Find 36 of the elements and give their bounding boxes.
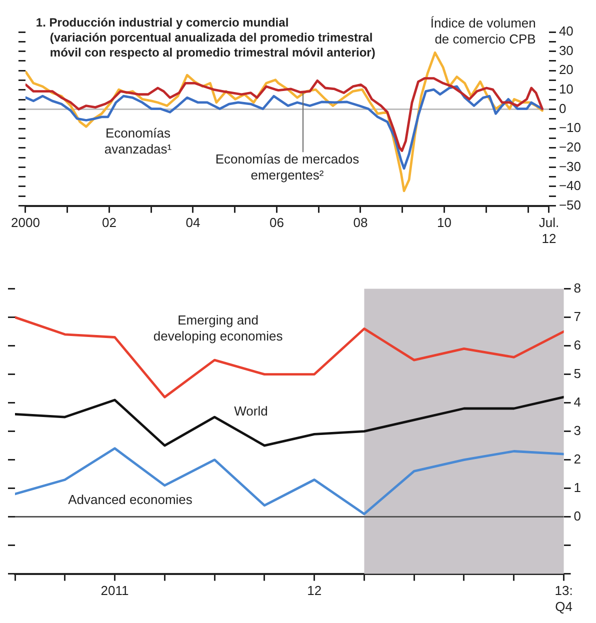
x-tick-label: 10 (437, 215, 452, 230)
text: Economías de mercados emergentes² (215, 152, 360, 183)
y-tick-label: −50 (558, 197, 582, 212)
series-label: Emerging and developing economies (153, 312, 284, 344)
x-tick-label: 2000 (11, 215, 40, 230)
y-tick-label: 10 (558, 82, 574, 97)
x-tick-label: 06 (270, 215, 284, 230)
y-tick-label: −10 (558, 120, 582, 136)
y-tick-label: −40 (558, 178, 582, 194)
y-tick-label: −30 (558, 158, 582, 174)
y-tick-label: 0 (558, 100, 566, 116)
y-tick-label: 30 (558, 42, 574, 58)
series-label: Índice de volumen de comercio CPB (430, 15, 536, 46)
y-tick-label: 7 (574, 308, 582, 324)
y-tick-label: 3 (574, 422, 582, 438)
y-tick-label: −20 (558, 139, 582, 154)
y-tick-label: 0 (574, 508, 582, 524)
x-tick-label: 13: Q4 (554, 583, 573, 614)
x-tick-label: 12 (307, 583, 322, 598)
series-label: World (234, 404, 268, 419)
y-tick-label: 20 (558, 62, 574, 78)
y-tick-label: 1 (574, 480, 582, 495)
y-tick-label: 4 (574, 394, 582, 410)
y-tick-label: 5 (574, 366, 582, 381)
series-label: Economías avanzadas¹ (104, 126, 172, 157)
x-tick-label: 02 (102, 215, 116, 230)
x-tick-label: 2011 (100, 583, 129, 598)
y-tick-label: 2 (574, 451, 582, 466)
chart-title: 1. Producción industrial y comercio mundial (variación porcentual anualizada del promedio trimestral móvil con respecto al promedio trimestral móvil anterior) (36, 16, 376, 60)
x-tick-label: 08 (353, 215, 368, 230)
x-tick-label: 04 (186, 215, 200, 230)
y-tick-label: 8 (574, 280, 582, 296)
y-tick-label: 6 (574, 337, 582, 352)
x-tick-label: Jul. 12 (538, 215, 560, 246)
series-label: Advanced economies (68, 492, 193, 508)
y-tick-label: 40 (558, 24, 574, 39)
